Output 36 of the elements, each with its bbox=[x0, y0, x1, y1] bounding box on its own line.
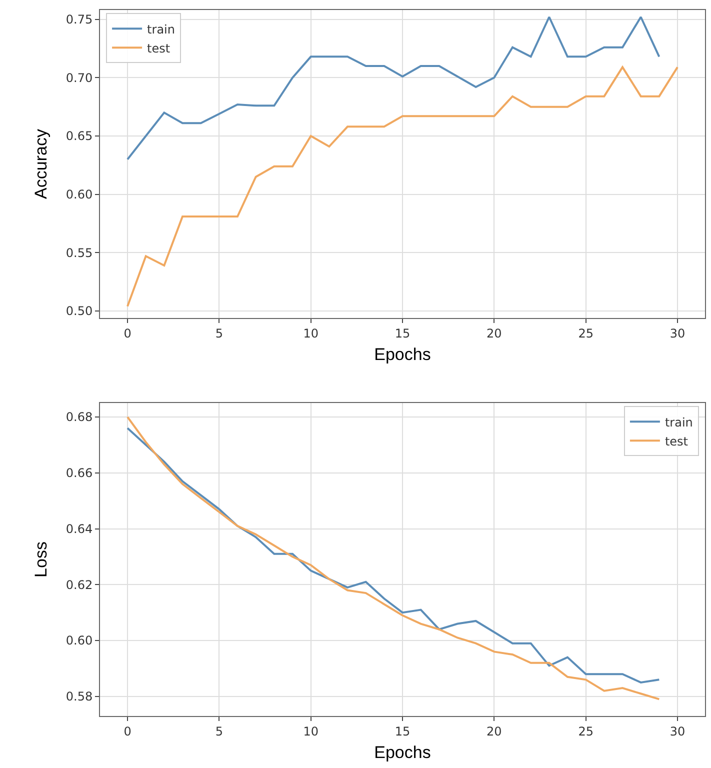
y-tick-label: 0.50 bbox=[66, 304, 93, 318]
y-tick-label: 0.60 bbox=[66, 634, 93, 648]
y-tick-label: 0.60 bbox=[66, 188, 93, 202]
y-tick-label: 0.62 bbox=[66, 578, 93, 592]
y-tick-label: 0.64 bbox=[66, 522, 93, 536]
x-tick-label: 10 bbox=[303, 724, 318, 738]
y-tick-label: 0.65 bbox=[66, 129, 93, 144]
x-tick-label: 30 bbox=[670, 724, 686, 738]
y-tick-label: 0.68 bbox=[66, 410, 93, 424]
x-tick-label: 15 bbox=[394, 724, 410, 738]
line-series bbox=[126, 66, 678, 308]
legend-label: train bbox=[664, 415, 693, 430]
x-tick-label: 30 bbox=[670, 326, 686, 340]
y-axis-title: Accuracy bbox=[31, 128, 50, 199]
legend-label: test bbox=[147, 41, 170, 56]
x-axis-title: Epochs bbox=[374, 344, 431, 364]
x-tick-label: 25 bbox=[578, 724, 594, 738]
x-axis-title: Epochs bbox=[374, 742, 431, 762]
y-tick-label: 0.55 bbox=[66, 246, 93, 260]
x-tick-label: 10 bbox=[303, 326, 318, 340]
x-tick-label: 5 bbox=[215, 326, 223, 340]
x-tick-label: 15 bbox=[394, 326, 410, 340]
line-series bbox=[126, 16, 660, 160]
y-tick-label: 0.70 bbox=[66, 70, 93, 85]
x-tick-label: 25 bbox=[578, 326, 594, 340]
legend-label: test bbox=[664, 434, 688, 448]
x-tick-label: 5 bbox=[215, 724, 223, 738]
y-tick-label: 0.75 bbox=[66, 12, 93, 27]
y-tick-label: 0.58 bbox=[66, 690, 93, 704]
x-tick-label: 20 bbox=[486, 724, 502, 738]
y-tick-label: 0.66 bbox=[66, 466, 93, 480]
x-tick-label: 0 bbox=[124, 326, 132, 340]
x-tick-label: 20 bbox=[486, 326, 502, 340]
legend-label: train bbox=[147, 22, 175, 36]
x-tick-label: 0 bbox=[124, 724, 132, 738]
y-axis-title: Loss bbox=[31, 542, 50, 578]
